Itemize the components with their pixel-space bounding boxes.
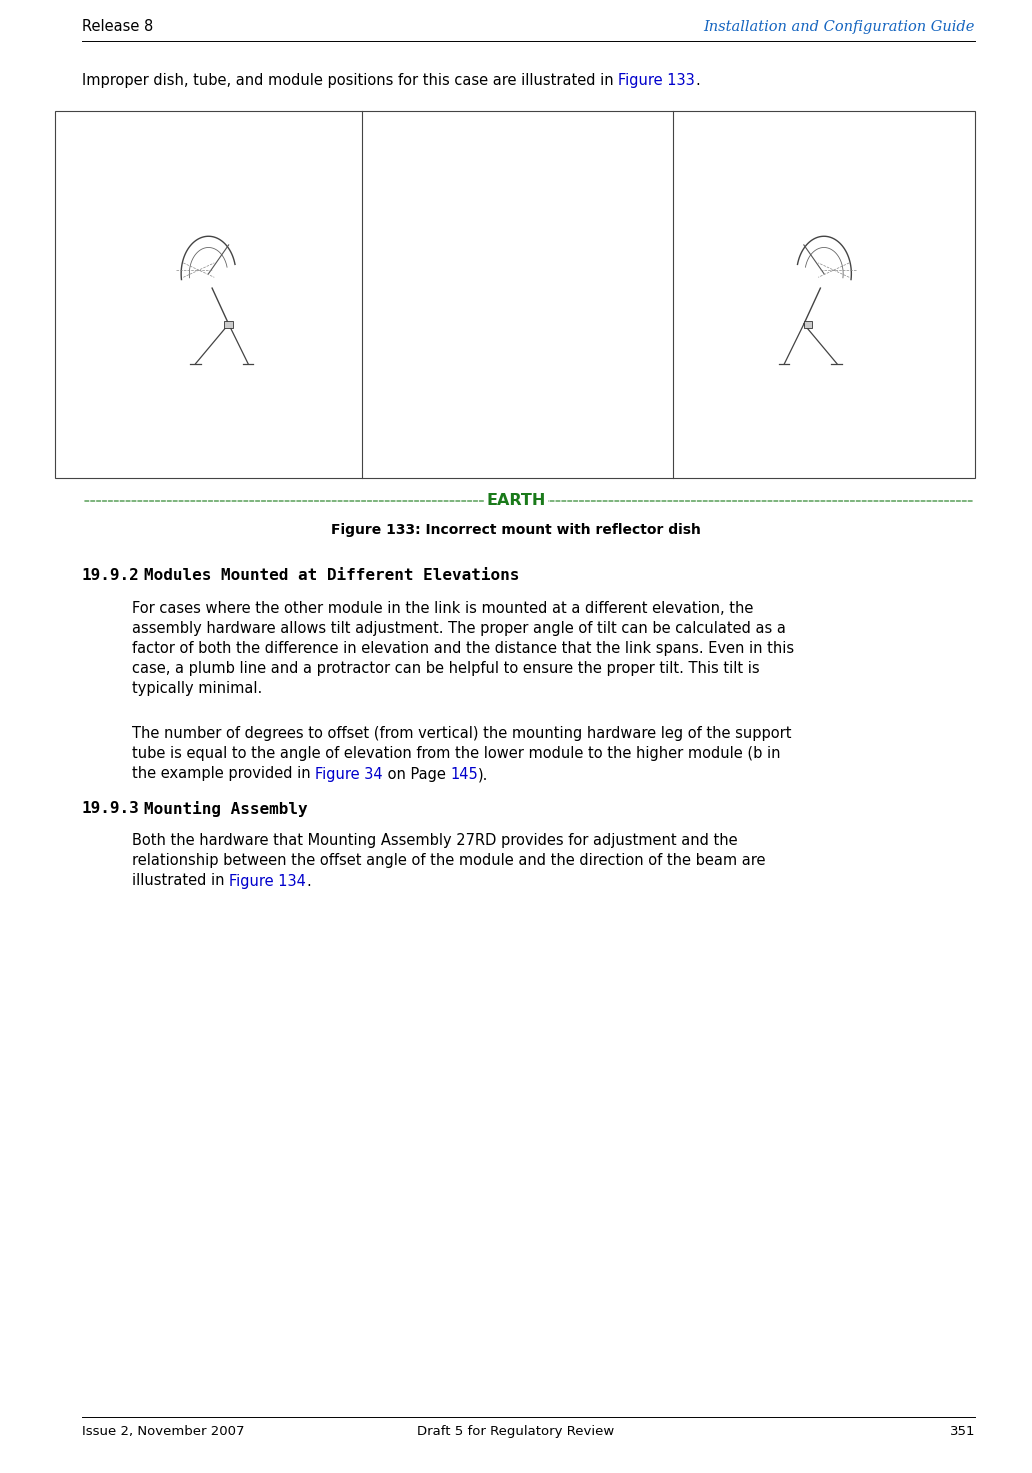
Text: The number of degrees to offset (from vertical) the mounting hardware leg of the: The number of degrees to offset (from ve… [132, 726, 792, 781]
Text: Figure 134: Figure 134 [229, 875, 307, 890]
Text: Figure 34: Figure 34 [315, 767, 383, 782]
Text: Improper dish, tube, and module positions for this case are illustrated in: Improper dish, tube, and module position… [82, 74, 618, 88]
Text: EARTH: EARTH [486, 493, 546, 508]
Text: For cases where the other module in the link is mounted at a different elevation: For cases where the other module in the … [132, 601, 795, 697]
Text: on Page: on Page [383, 767, 450, 782]
Bar [224, 321, 233, 327]
Text: Mounting Assembly: Mounting Assembly [144, 801, 308, 818]
Text: Figure 133: Incorrect mount with reflector dish: Figure 133: Incorrect mount with reflect… [331, 523, 701, 538]
Text: Modules Mounted at Different Elevations: Modules Mounted at Different Elevations [144, 569, 519, 583]
Text: Draft 5 for Regulatory Review: Draft 5 for Regulatory Review [417, 1424, 615, 1438]
Bar [804, 321, 812, 327]
Text: 19.9.3: 19.9.3 [82, 801, 139, 816]
Text: 145: 145 [450, 767, 478, 782]
Bar [55, 110, 975, 479]
Text: 351: 351 [949, 1424, 975, 1438]
Text: .: . [307, 875, 311, 890]
Text: Both the hardware that Mounting Assembly 27RD provides for adjustment and the
re: Both the hardware that Mounting Assembly… [132, 834, 766, 888]
Text: Installation and Configuration Guide: Installation and Configuration Guide [704, 21, 975, 34]
Text: .: . [695, 74, 700, 88]
Text: Figure 133: Figure 133 [618, 74, 695, 88]
Text: Issue 2, November 2007: Issue 2, November 2007 [82, 1424, 245, 1438]
Text: Release 8: Release 8 [82, 19, 153, 34]
Text: 19.9.2: 19.9.2 [82, 569, 139, 583]
Text: ).: ). [478, 767, 488, 782]
